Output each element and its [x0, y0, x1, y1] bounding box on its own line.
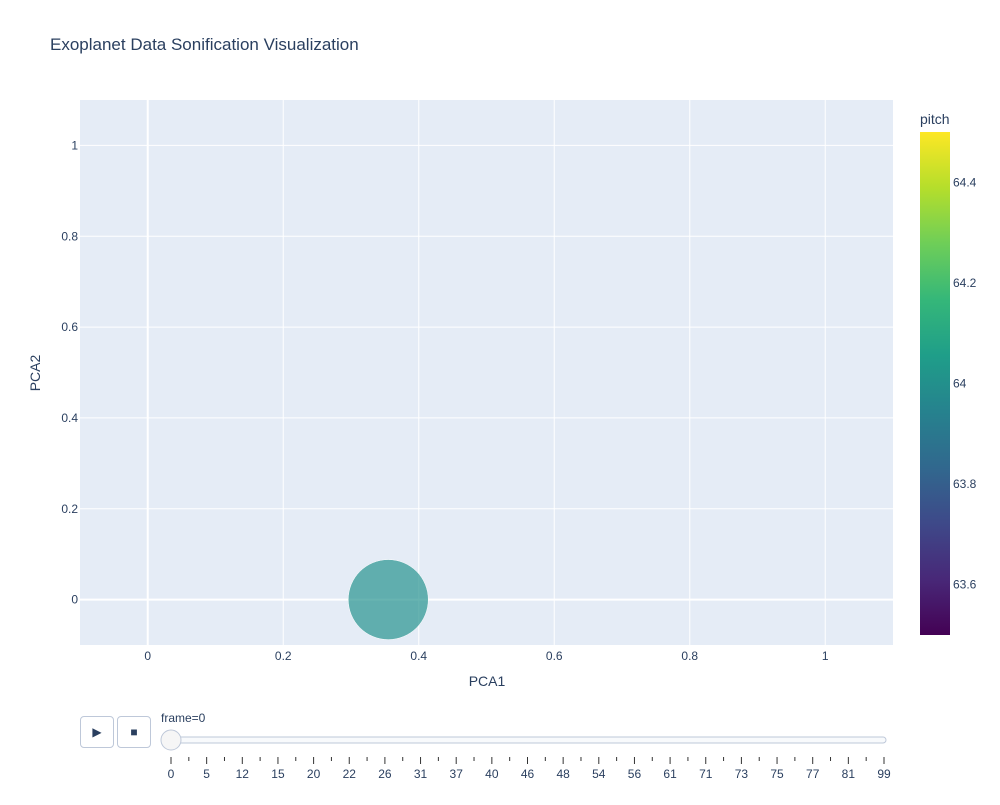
- slider-handle[interactable]: [160, 729, 182, 751]
- slider-step-label[interactable]: 48: [556, 767, 570, 781]
- play-button[interactable]: ▶: [80, 716, 114, 748]
- play-icon: ▶: [92, 725, 102, 739]
- slider-step-label[interactable]: 0: [168, 767, 175, 781]
- y-axis-title: PCA2: [27, 355, 43, 392]
- slider-step-label[interactable]: 46: [521, 767, 535, 781]
- slider-step-label[interactable]: 77: [806, 767, 820, 781]
- axis-tick-labels: 0 0.2 0.4 0.6 0.8 1 0 0.2 0.4 0.6 0.8 1: [61, 138, 829, 663]
- slider-step-label[interactable]: 71: [699, 767, 713, 781]
- x-tick-label: 0: [144, 649, 151, 663]
- slider-step-label[interactable]: 40: [485, 767, 499, 781]
- slider-ticks: 0 5 12 15 20 22 26 31 37 40 46 48 54 56 61 71 73 75 77 81 99: [168, 757, 891, 781]
- colorbar-title: pitch: [920, 111, 950, 127]
- colorbar-ticks: 63.6 63.8 64 64.2 64.4: [953, 175, 977, 591]
- slider-step-label[interactable]: 12: [236, 767, 250, 781]
- chart-title: Exoplanet Data Sonification Visualizatio…: [50, 35, 359, 54]
- slider-step-label[interactable]: 37: [450, 767, 464, 781]
- data-point[interactable]: [348, 559, 429, 640]
- stop-icon: ■: [130, 725, 138, 739]
- slider-current-label: frame=0: [161, 711, 206, 725]
- slider-step-label[interactable]: 5: [203, 767, 210, 781]
- slider-step-label[interactable]: 81: [842, 767, 856, 781]
- stop-button[interactable]: ■: [117, 716, 151, 748]
- slider-rail[interactable]: [167, 736, 887, 744]
- colorbar: [920, 132, 950, 635]
- slider-step-label[interactable]: 54: [592, 767, 606, 781]
- y-tick-label: 1: [71, 138, 78, 152]
- colorbar-tick-label: 63.8: [953, 477, 977, 491]
- colorbar-tick-label: 64.2: [953, 276, 977, 290]
- slider-step-label[interactable]: 26: [378, 767, 392, 781]
- plot-area[interactable]: [80, 100, 893, 645]
- x-axis-title: PCA1: [469, 673, 506, 689]
- y-tick-label: 0: [71, 593, 78, 607]
- y-tick-label: 0.6: [61, 320, 78, 334]
- slider-step-label[interactable]: 56: [628, 767, 642, 781]
- slider-step-label[interactable]: 73: [735, 767, 749, 781]
- colorbar-tick-label: 64: [953, 377, 967, 391]
- x-tick-label: 0.4: [410, 649, 427, 663]
- colorbar-tick-label: 64.4: [953, 175, 977, 189]
- data-markers: [348, 559, 429, 640]
- slider-step-label[interactable]: 20: [307, 767, 321, 781]
- slider-step-label[interactable]: 22: [343, 767, 357, 781]
- x-tick-label: 0.6: [546, 649, 563, 663]
- colorbar-tick-label: 63.6: [953, 578, 977, 592]
- x-tick-label: 0.8: [681, 649, 698, 663]
- slider-step-label[interactable]: 61: [663, 767, 677, 781]
- y-tick-label: 0.2: [61, 502, 78, 516]
- slider-step-label[interactable]: 99: [877, 767, 891, 781]
- slider-step-label[interactable]: 15: [271, 767, 285, 781]
- grid-lines: [80, 100, 893, 645]
- slider-step-label[interactable]: 75: [770, 767, 784, 781]
- x-tick-label: 1: [822, 649, 829, 663]
- x-tick-label: 0.2: [275, 649, 292, 663]
- slider-step-label[interactable]: 31: [414, 767, 428, 781]
- y-tick-label: 0.8: [61, 229, 78, 243]
- y-tick-label: 0.4: [61, 411, 78, 425]
